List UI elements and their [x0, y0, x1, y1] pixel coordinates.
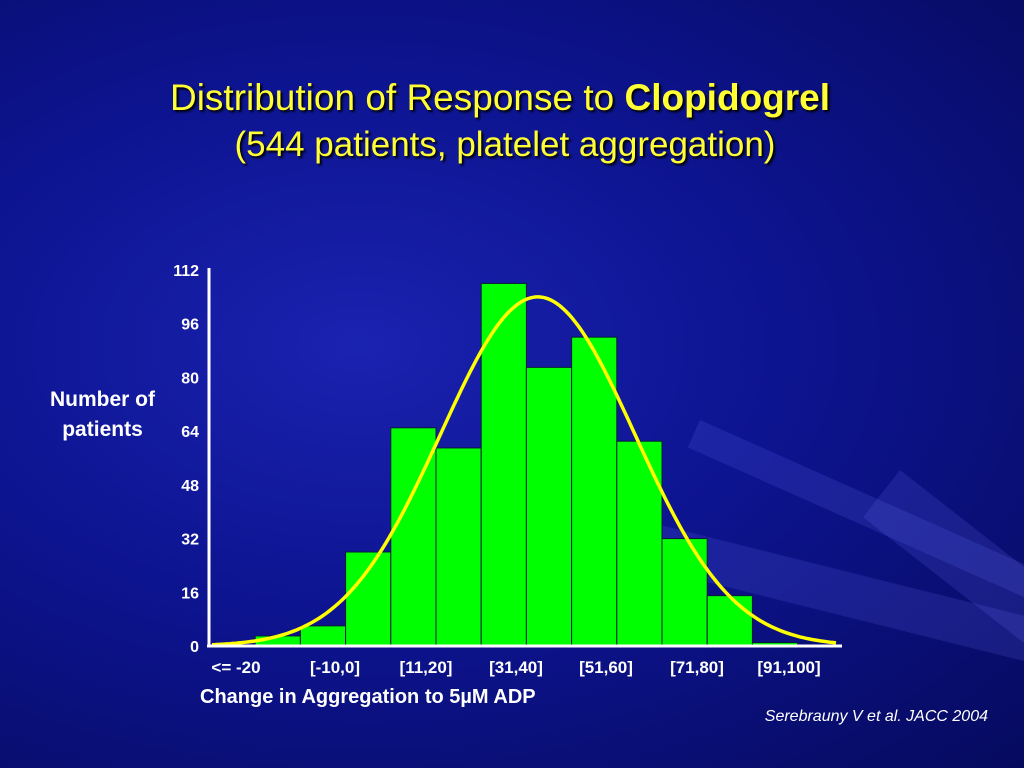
normal-fit-curve [211, 295, 837, 647]
x-tick-label: <= -20 [211, 658, 260, 677]
y-tick-label: 64 [181, 424, 199, 441]
slide-title: Distribution of Response to Clopidogrel [0, 77, 1000, 119]
y-tick-label: 80 [181, 370, 199, 387]
x-tick-label: [31,40] [489, 658, 543, 677]
histogram-bar [299, 625, 347, 647]
citation: Serebrauny V et al. JACC 2004 [764, 708, 988, 725]
y-tick-label: 0 [190, 639, 199, 656]
x-tick-label: [51,60] [579, 658, 633, 677]
histogram-bar [661, 538, 708, 647]
y-tick-label: 32 [181, 532, 199, 549]
histogram-bar [435, 447, 482, 647]
histogram-bar [480, 282, 527, 647]
y-tick-label: 96 [181, 317, 199, 334]
y-axis-title: Number of patients [50, 388, 155, 441]
x-tick-label: [71,80] [670, 658, 724, 677]
bars-group [254, 282, 799, 647]
x-tick-labels: <= -20 [-10,0] [11,20] [31,40] [51,60] [71,80… [211, 658, 820, 677]
histogram-bar [525, 366, 573, 647]
title-drug: Clopidogrel [624, 77, 831, 118]
x-tick-label: [91,100] [757, 658, 820, 677]
x-tick-label: [-10,0] [310, 658, 360, 677]
slide-subtitle: (544 patients, platelet aggregation) [234, 125, 776, 164]
histogram-bar [706, 595, 753, 647]
title-prefix: Distribution of Response to [169, 77, 625, 118]
y-tick-label: 112 [173, 263, 199, 280]
histogram-bar [345, 551, 392, 647]
y-tick-label: 48 [181, 478, 199, 495]
y-tick-label: 16 [181, 585, 199, 602]
x-tick-label: [11,20] [400, 658, 453, 677]
histogram-bar [616, 440, 663, 647]
y-tick-labels: 0 16 32 48 64 80 96 112 [173, 263, 199, 656]
x-axis-title: Change in Aggregation to 5µM ADP [200, 686, 536, 708]
